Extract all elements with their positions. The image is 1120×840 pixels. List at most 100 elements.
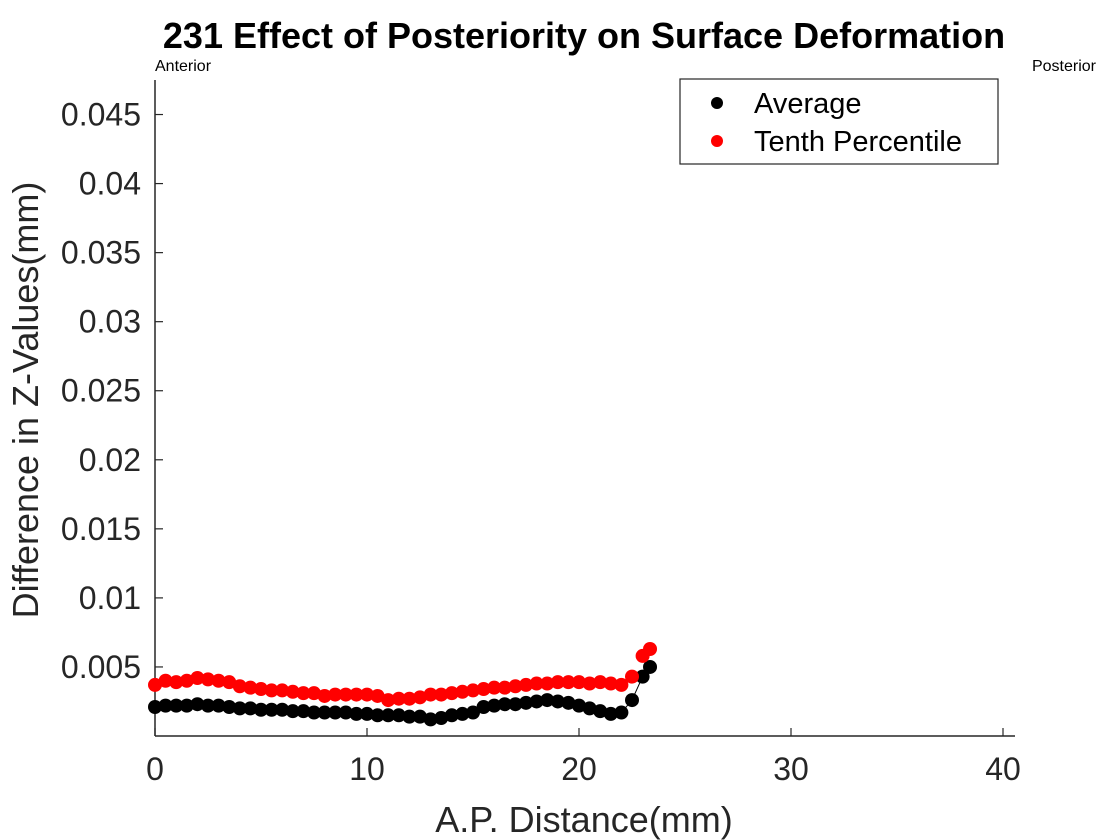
data-point bbox=[455, 706, 470, 721]
y-tick-label: 0.005 bbox=[61, 649, 141, 685]
data-point bbox=[158, 698, 173, 713]
data-point bbox=[296, 686, 311, 701]
data-point bbox=[497, 680, 512, 695]
y-tick-label: 0.035 bbox=[61, 235, 141, 271]
data-point bbox=[307, 705, 321, 720]
data-point bbox=[169, 698, 184, 713]
data-point bbox=[508, 679, 523, 694]
x-axis-ticks: 0 10 20 30 40 bbox=[146, 728, 1021, 787]
data-point bbox=[402, 691, 417, 706]
data-point bbox=[643, 659, 658, 674]
series-layer bbox=[148, 641, 658, 727]
data-point bbox=[275, 702, 290, 717]
data-point bbox=[243, 680, 258, 695]
data-point bbox=[264, 683, 279, 698]
data-point bbox=[211, 673, 226, 688]
data-point bbox=[508, 697, 523, 712]
y-tick-label: 0.01 bbox=[79, 580, 141, 616]
series-1 bbox=[148, 641, 658, 708]
data-point bbox=[317, 688, 332, 703]
chart-title: 231 Effect of Posteriority on Surface De… bbox=[163, 15, 1005, 56]
data-point bbox=[148, 699, 162, 714]
data-point bbox=[423, 687, 438, 702]
x-tick-label: 0 bbox=[146, 751, 164, 787]
posterior-label: Posterior bbox=[1032, 58, 1097, 75]
data-point bbox=[360, 706, 374, 721]
data-point bbox=[625, 693, 639, 708]
data-point bbox=[635, 669, 650, 684]
data-point bbox=[466, 683, 480, 698]
data-point bbox=[582, 701, 597, 716]
data-point bbox=[391, 708, 406, 723]
data-point bbox=[285, 704, 300, 719]
data-point bbox=[625, 669, 639, 684]
legend-entry: Tenth Percentile bbox=[754, 126, 962, 158]
data-point bbox=[381, 693, 396, 708]
data-point bbox=[540, 693, 555, 708]
data-point bbox=[476, 699, 491, 714]
anterior-label: Anterior bbox=[155, 58, 212, 75]
data-point bbox=[360, 687, 374, 702]
data-point bbox=[614, 705, 629, 720]
data-point bbox=[529, 694, 544, 709]
data-point bbox=[413, 709, 427, 724]
data-point bbox=[328, 687, 343, 702]
y-tick-label: 0.015 bbox=[61, 511, 141, 547]
data-point bbox=[572, 675, 586, 690]
y-tick-label: 0.02 bbox=[79, 442, 141, 478]
data-point bbox=[158, 673, 173, 688]
data-point bbox=[540, 676, 555, 691]
legend-marker bbox=[711, 135, 723, 147]
data-point bbox=[603, 706, 618, 721]
data-point bbox=[169, 675, 184, 690]
y-tick-label: 0.03 bbox=[79, 304, 141, 340]
data-point bbox=[328, 705, 343, 720]
x-axis-label: A.P. Distance(mm) bbox=[435, 799, 732, 840]
data-point bbox=[317, 705, 332, 720]
data-point bbox=[391, 691, 406, 706]
legend-box bbox=[679, 78, 999, 165]
x-tick-label: 30 bbox=[773, 751, 809, 787]
data-point bbox=[603, 676, 618, 691]
y-axis-label: Difference in Z-Values(mm) bbox=[5, 182, 46, 619]
y-tick-label: 0.045 bbox=[61, 97, 141, 133]
data-point bbox=[381, 708, 396, 723]
data-point bbox=[254, 682, 268, 697]
series-0 bbox=[148, 659, 658, 727]
data-point bbox=[455, 684, 470, 699]
data-point bbox=[487, 680, 502, 695]
data-point bbox=[550, 694, 565, 709]
data-point bbox=[413, 690, 427, 705]
data-point bbox=[222, 675, 237, 690]
data-point bbox=[307, 686, 321, 701]
data-point bbox=[444, 686, 459, 701]
data-point bbox=[254, 702, 268, 717]
x-tick-label: 40 bbox=[985, 751, 1021, 787]
data-point bbox=[232, 679, 247, 694]
data-point bbox=[264, 702, 279, 717]
data-point bbox=[434, 687, 449, 702]
data-point bbox=[296, 704, 311, 719]
data-point bbox=[232, 701, 247, 716]
data-point bbox=[423, 712, 438, 727]
data-point bbox=[201, 698, 215, 713]
x-tick-label: 10 bbox=[349, 751, 385, 787]
data-point bbox=[466, 705, 480, 720]
data-point bbox=[190, 697, 205, 712]
data-point bbox=[201, 672, 215, 687]
data-point bbox=[572, 698, 586, 713]
data-point bbox=[444, 708, 459, 723]
legend-marker bbox=[711, 97, 723, 109]
data-point bbox=[370, 708, 385, 723]
y-axis-ticks: 0.005 0.01 0.015 0.02 0.025 0.03 0.035 0.04 0.04… bbox=[61, 97, 163, 685]
legend-entry: Average bbox=[754, 88, 862, 120]
data-point bbox=[222, 699, 237, 714]
data-point bbox=[285, 684, 300, 699]
y-tick-label: 0.04 bbox=[79, 166, 141, 202]
data-point bbox=[179, 673, 194, 688]
x-tick-label: 20 bbox=[561, 751, 597, 787]
data-point bbox=[529, 676, 544, 691]
data-point bbox=[275, 683, 290, 698]
data-point bbox=[179, 698, 194, 713]
data-point bbox=[338, 687, 353, 702]
